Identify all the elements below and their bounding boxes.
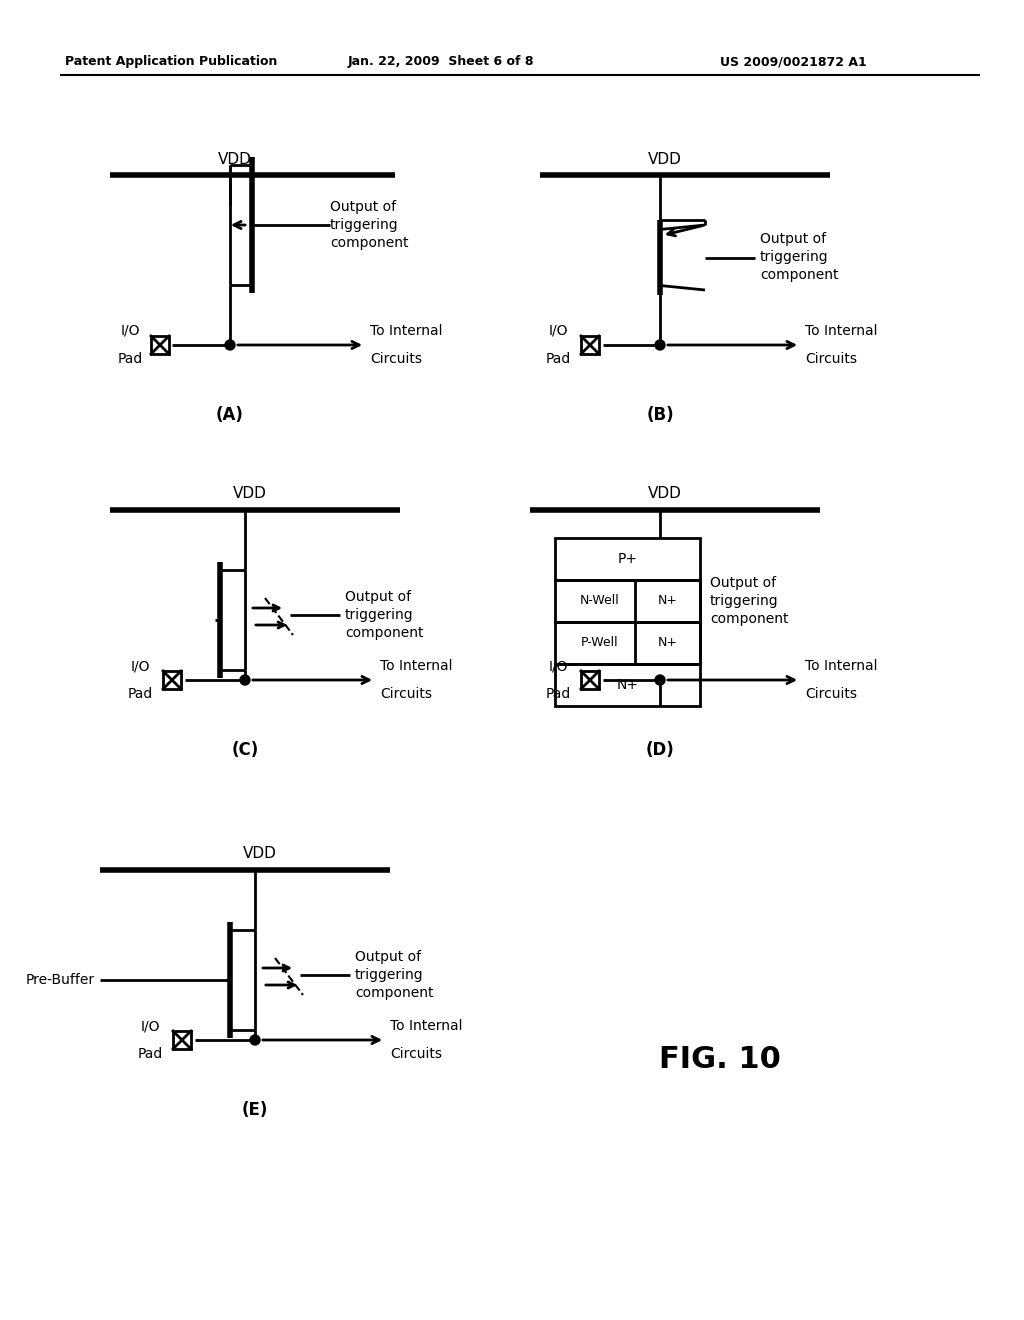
Text: Circuits: Circuits [370, 352, 422, 366]
Text: FIG. 10: FIG. 10 [659, 1045, 781, 1074]
Text: To Internal: To Internal [370, 323, 442, 338]
Text: VDD: VDD [218, 152, 252, 166]
Text: Pre-Buffer: Pre-Buffer [26, 973, 95, 987]
Text: Output of: Output of [330, 201, 396, 214]
Text: triggering: triggering [710, 594, 778, 609]
Text: (B): (B) [646, 407, 674, 424]
Text: Pad: Pad [137, 1047, 163, 1061]
Circle shape [250, 1035, 260, 1045]
Bar [581, 337, 599, 354]
Text: triggering: triggering [355, 968, 424, 982]
Text: P-Well: P-Well [582, 636, 618, 649]
Circle shape [225, 341, 234, 350]
Text: Patent Application Publication: Patent Application Publication [65, 55, 278, 69]
Text: Pad: Pad [127, 686, 153, 701]
Bar [635, 579, 700, 622]
Text: component: component [330, 236, 409, 249]
Bar [151, 337, 169, 354]
Bar [555, 539, 700, 579]
Text: P+: P+ [617, 552, 638, 566]
Text: I/O: I/O [548, 659, 567, 673]
Text: triggering: triggering [330, 218, 398, 232]
Text: VDD: VDD [648, 487, 682, 502]
Text: N-Well: N-Well [581, 594, 620, 607]
Text: (C): (C) [231, 741, 259, 759]
Text: N+: N+ [657, 636, 678, 649]
Text: VDD: VDD [648, 152, 682, 166]
Bar [635, 622, 700, 664]
Bar [555, 664, 700, 706]
Text: triggering: triggering [345, 609, 414, 622]
Bar [555, 622, 700, 664]
Text: Pad: Pad [546, 686, 570, 701]
Bar [555, 579, 700, 622]
Text: Circuits: Circuits [380, 686, 432, 701]
Text: Output of: Output of [760, 232, 826, 247]
Text: triggering: triggering [760, 251, 828, 264]
Text: N+: N+ [657, 594, 678, 607]
Text: (D): (D) [645, 741, 675, 759]
Text: I/O: I/O [130, 659, 150, 673]
Text: Circuits: Circuits [805, 352, 857, 366]
Text: Jan. 22, 2009  Sheet 6 of 8: Jan. 22, 2009 Sheet 6 of 8 [348, 55, 535, 69]
Text: Pad: Pad [546, 352, 570, 366]
Text: VDD: VDD [233, 487, 267, 502]
Text: Pad: Pad [118, 352, 142, 366]
Text: US 2009/0021872 A1: US 2009/0021872 A1 [720, 55, 866, 69]
Text: To Internal: To Internal [805, 659, 878, 673]
Text: Circuits: Circuits [390, 1047, 442, 1061]
Text: I/O: I/O [548, 323, 567, 338]
Text: VDD: VDD [243, 846, 276, 862]
Text: component: component [760, 268, 839, 282]
Circle shape [240, 675, 250, 685]
Text: Output of: Output of [345, 590, 411, 605]
Text: To Internal: To Internal [805, 323, 878, 338]
Text: (E): (E) [242, 1101, 268, 1119]
Bar [163, 671, 181, 689]
Text: Circuits: Circuits [805, 686, 857, 701]
Text: component: component [355, 986, 433, 1001]
Circle shape [655, 341, 665, 350]
Text: component: component [345, 626, 424, 640]
Text: Output of: Output of [710, 576, 776, 590]
Circle shape [655, 675, 665, 685]
Text: I/O: I/O [120, 323, 139, 338]
Bar [173, 1031, 191, 1049]
Text: (A): (A) [216, 407, 244, 424]
Text: To Internal: To Internal [380, 659, 453, 673]
Text: Output of: Output of [355, 950, 421, 964]
Text: component: component [710, 612, 788, 626]
Text: N+: N+ [616, 678, 639, 692]
Text: To Internal: To Internal [390, 1019, 463, 1034]
Text: I/O: I/O [140, 1019, 160, 1034]
Bar [581, 671, 599, 689]
